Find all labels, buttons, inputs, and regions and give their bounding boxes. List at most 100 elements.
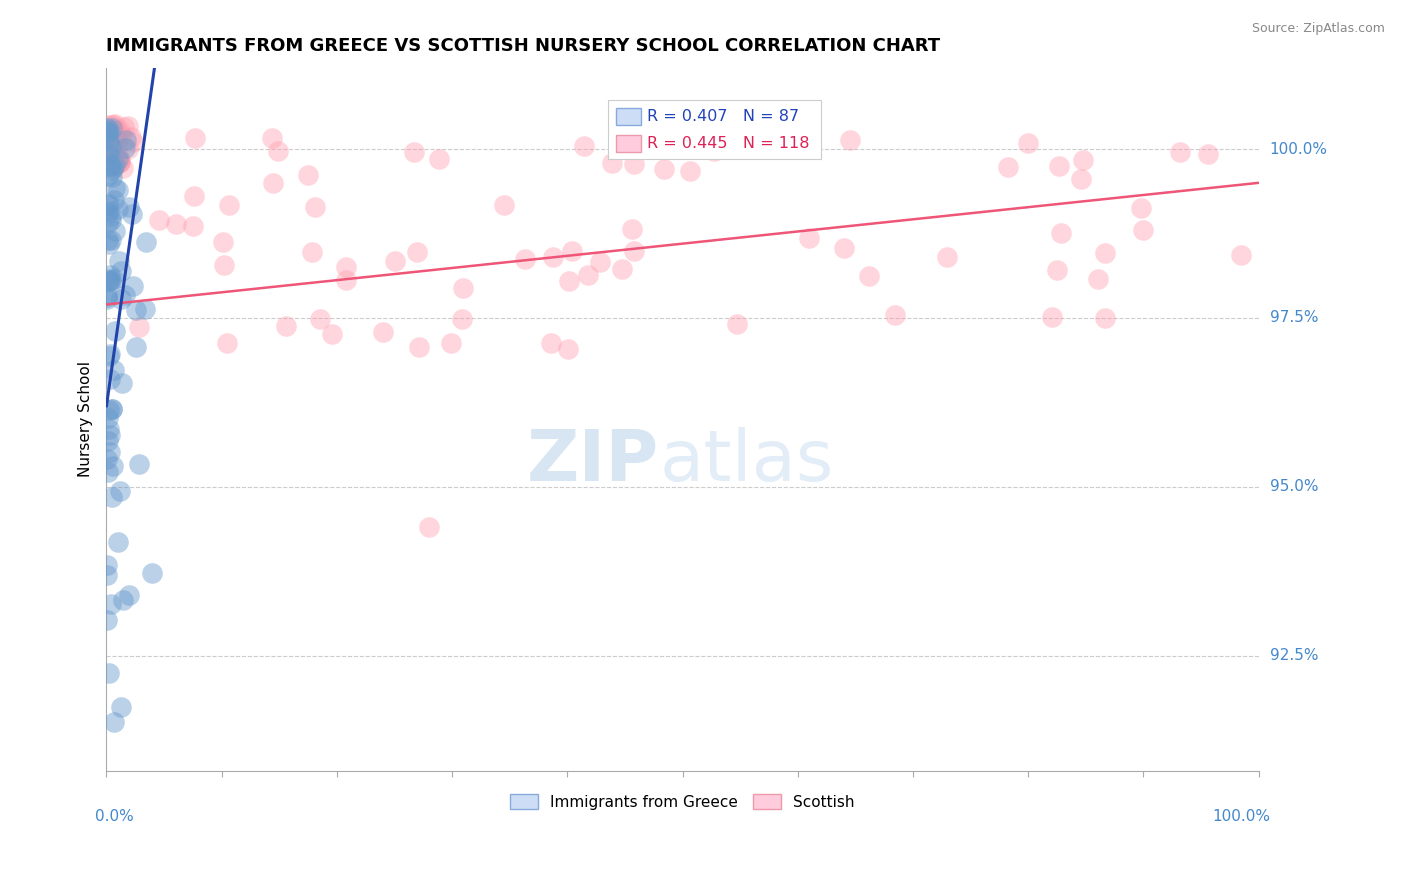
Point bbox=[103, 271, 125, 285]
Point bbox=[558, 274, 581, 288]
FancyBboxPatch shape bbox=[607, 100, 821, 160]
Point bbox=[1071, 153, 1094, 168]
Point bbox=[769, 130, 792, 145]
Point bbox=[101, 159, 124, 173]
Point bbox=[408, 340, 430, 354]
Point bbox=[117, 119, 139, 133]
Point bbox=[97, 143, 120, 157]
Point bbox=[183, 188, 205, 202]
Point bbox=[371, 326, 394, 340]
Point bbox=[97, 126, 120, 140]
Point bbox=[100, 118, 122, 132]
Point bbox=[212, 258, 235, 272]
Point bbox=[115, 132, 138, 146]
Point bbox=[100, 157, 122, 171]
Point bbox=[98, 268, 121, 282]
Point bbox=[100, 153, 122, 167]
Point bbox=[97, 274, 120, 288]
Point bbox=[858, 269, 880, 284]
Point bbox=[121, 278, 143, 293]
Point bbox=[105, 151, 128, 165]
Point bbox=[100, 598, 122, 612]
Point bbox=[557, 342, 579, 356]
Point bbox=[100, 154, 122, 169]
Point bbox=[267, 144, 290, 158]
Legend: Immigrants from Greece, Scottish: Immigrants from Greece, Scottish bbox=[505, 788, 860, 816]
Text: Source: ZipAtlas.com: Source: ZipAtlas.com bbox=[1251, 22, 1385, 36]
Point bbox=[97, 131, 120, 145]
Point bbox=[104, 122, 127, 136]
Point bbox=[121, 135, 143, 149]
Point bbox=[103, 118, 125, 132]
Point bbox=[620, 221, 643, 235]
Point bbox=[1049, 226, 1071, 240]
Point bbox=[104, 135, 127, 149]
Point bbox=[97, 158, 120, 172]
Point bbox=[97, 466, 120, 480]
Point bbox=[118, 588, 141, 602]
Point bbox=[98, 197, 121, 211]
Point bbox=[97, 129, 120, 144]
Point bbox=[100, 210, 122, 224]
Point bbox=[274, 318, 297, 333]
Point bbox=[98, 372, 121, 386]
Point bbox=[97, 216, 120, 230]
Point bbox=[883, 308, 905, 322]
Point bbox=[101, 401, 124, 416]
Point bbox=[107, 152, 129, 166]
Point bbox=[652, 161, 675, 176]
Point bbox=[1047, 159, 1070, 173]
Point bbox=[304, 200, 326, 214]
Point bbox=[1094, 310, 1116, 325]
Point bbox=[103, 458, 125, 473]
Point bbox=[100, 153, 122, 168]
Point bbox=[98, 271, 121, 285]
Text: R = 0.445   N = 118: R = 0.445 N = 118 bbox=[647, 136, 810, 151]
Point bbox=[105, 130, 128, 145]
Point bbox=[114, 120, 136, 134]
Point bbox=[96, 613, 118, 627]
Point bbox=[120, 130, 142, 145]
Text: 95.0%: 95.0% bbox=[1270, 479, 1319, 494]
Point bbox=[125, 340, 148, 354]
Point bbox=[574, 138, 596, 153]
Point bbox=[384, 254, 406, 268]
FancyBboxPatch shape bbox=[616, 135, 641, 152]
Point bbox=[103, 126, 125, 140]
Point bbox=[96, 146, 118, 161]
Point bbox=[101, 138, 124, 153]
Text: 100.0%: 100.0% bbox=[1212, 809, 1270, 824]
Point bbox=[98, 129, 121, 144]
Point bbox=[98, 666, 121, 681]
Point bbox=[104, 158, 127, 172]
Point bbox=[96, 568, 118, 582]
Point bbox=[589, 254, 612, 268]
Point bbox=[98, 204, 121, 219]
Text: IMMIGRANTS FROM GREECE VS SCOTTISH NURSERY SCHOOL CORRELATION CHART: IMMIGRANTS FROM GREECE VS SCOTTISH NURSE… bbox=[107, 37, 941, 55]
Point bbox=[97, 152, 120, 166]
Y-axis label: Nursery School: Nursery School bbox=[79, 361, 93, 477]
Point bbox=[540, 335, 562, 350]
Point bbox=[260, 131, 283, 145]
Text: ZIP: ZIP bbox=[527, 427, 659, 496]
Point bbox=[100, 274, 122, 288]
Point bbox=[165, 217, 187, 231]
Point bbox=[97, 169, 120, 183]
Point bbox=[97, 410, 120, 425]
Point bbox=[96, 118, 118, 132]
Point bbox=[134, 301, 156, 316]
Point bbox=[98, 237, 121, 252]
Point bbox=[301, 244, 323, 259]
Point bbox=[104, 133, 127, 147]
Text: atlas: atlas bbox=[659, 427, 834, 496]
Point bbox=[623, 157, 645, 171]
Point bbox=[541, 251, 564, 265]
Point bbox=[98, 146, 121, 161]
Point bbox=[1197, 146, 1219, 161]
Point bbox=[418, 520, 440, 534]
Text: 92.5%: 92.5% bbox=[1270, 648, 1319, 664]
Point bbox=[98, 347, 121, 361]
Point bbox=[183, 130, 205, 145]
Point bbox=[141, 566, 163, 581]
Point bbox=[100, 128, 122, 143]
